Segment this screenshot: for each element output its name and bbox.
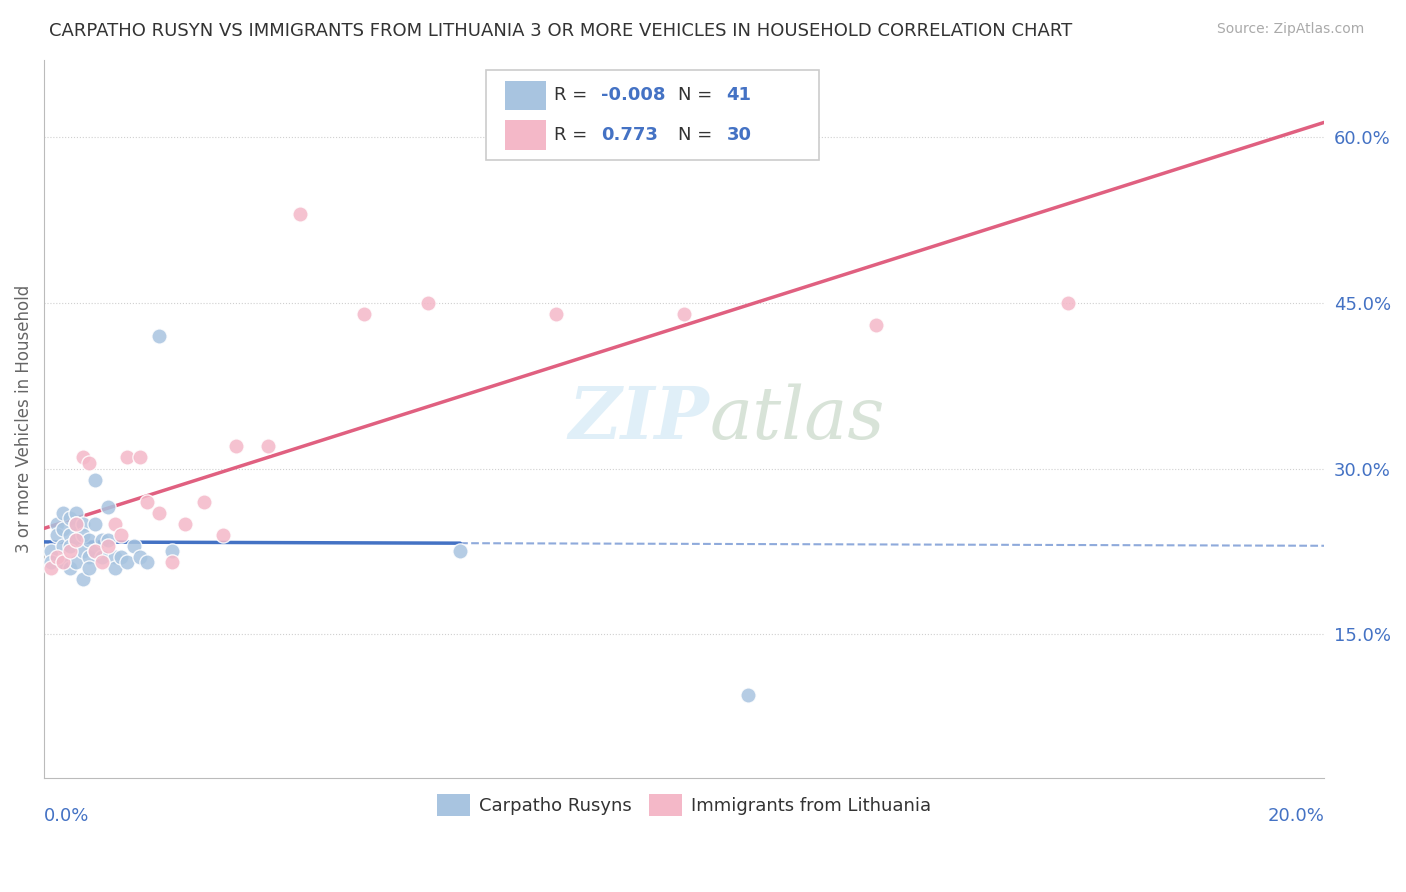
Point <box>39 561 62 575</box>
Point <box>212 528 235 542</box>
Text: 0.773: 0.773 <box>600 126 658 145</box>
Point <box>90 556 112 570</box>
Point <box>65 506 87 520</box>
Point <box>52 556 75 570</box>
FancyBboxPatch shape <box>505 81 546 110</box>
Point <box>122 539 145 553</box>
Point <box>97 533 120 548</box>
Point <box>353 307 375 321</box>
Text: 20.0%: 20.0% <box>1267 806 1324 825</box>
Text: R =: R = <box>554 126 592 145</box>
Legend: Carpatho Rusyns, Immigrants from Lithuania: Carpatho Rusyns, Immigrants from Lithuan… <box>430 787 938 822</box>
Text: atlas: atlas <box>710 384 886 454</box>
Point <box>72 450 94 465</box>
Point <box>90 533 112 548</box>
Point <box>865 318 887 332</box>
Text: 30: 30 <box>727 126 751 145</box>
Point <box>737 688 759 702</box>
Point <box>257 439 280 453</box>
Point <box>65 516 87 531</box>
Point <box>72 544 94 558</box>
Point <box>65 533 87 548</box>
Text: -0.008: -0.008 <box>600 87 665 104</box>
FancyBboxPatch shape <box>505 120 546 150</box>
Point <box>72 516 94 531</box>
Point <box>148 329 170 343</box>
Point <box>148 506 170 520</box>
Point <box>84 516 107 531</box>
Point <box>90 549 112 564</box>
Point <box>103 516 125 531</box>
Text: 41: 41 <box>727 87 751 104</box>
Point <box>39 544 62 558</box>
FancyBboxPatch shape <box>485 70 818 161</box>
Text: Source: ZipAtlas.com: Source: ZipAtlas.com <box>1216 22 1364 37</box>
Point <box>110 549 132 564</box>
Point <box>45 549 67 564</box>
Point <box>59 539 82 553</box>
Point <box>117 556 139 570</box>
Point <box>45 528 67 542</box>
Point <box>59 544 82 558</box>
Point <box>59 511 82 525</box>
Point <box>129 450 152 465</box>
Point <box>449 544 471 558</box>
Point <box>225 439 247 453</box>
Point <box>52 506 75 520</box>
Point <box>103 549 125 564</box>
Point <box>72 572 94 586</box>
Point <box>84 473 107 487</box>
Point <box>45 516 67 531</box>
Point <box>59 561 82 575</box>
Point <box>65 516 87 531</box>
Point <box>39 556 62 570</box>
Point <box>288 207 311 221</box>
Point <box>72 528 94 542</box>
Point <box>135 494 157 508</box>
Point <box>77 456 100 470</box>
Point <box>416 295 439 310</box>
Point <box>135 556 157 570</box>
Point <box>52 539 75 553</box>
Point <box>673 307 696 321</box>
Point <box>52 556 75 570</box>
Point <box>117 450 139 465</box>
Y-axis label: 3 or more Vehicles in Household: 3 or more Vehicles in Household <box>15 285 32 553</box>
Point <box>97 539 120 553</box>
Point <box>1057 295 1080 310</box>
Point <box>59 528 82 542</box>
Point <box>77 561 100 575</box>
Text: R =: R = <box>554 87 592 104</box>
Point <box>52 522 75 536</box>
Point <box>65 556 87 570</box>
Point <box>546 307 568 321</box>
Point <box>65 533 87 548</box>
Point <box>77 549 100 564</box>
Text: CARPATHO RUSYN VS IMMIGRANTS FROM LITHUANIA 3 OR MORE VEHICLES IN HOUSEHOLD CORR: CARPATHO RUSYN VS IMMIGRANTS FROM LITHUA… <box>49 22 1073 40</box>
Text: ZIP: ZIP <box>569 384 710 454</box>
Text: 0.0%: 0.0% <box>44 806 90 825</box>
Point <box>174 516 197 531</box>
Point <box>110 528 132 542</box>
Point <box>129 549 152 564</box>
Point <box>77 533 100 548</box>
Text: N =: N = <box>678 126 717 145</box>
Point <box>84 544 107 558</box>
Point <box>97 500 120 515</box>
Point <box>193 494 215 508</box>
Point <box>84 544 107 558</box>
Text: N =: N = <box>678 87 717 104</box>
Point <box>160 544 183 558</box>
Point <box>103 561 125 575</box>
Point <box>160 556 183 570</box>
